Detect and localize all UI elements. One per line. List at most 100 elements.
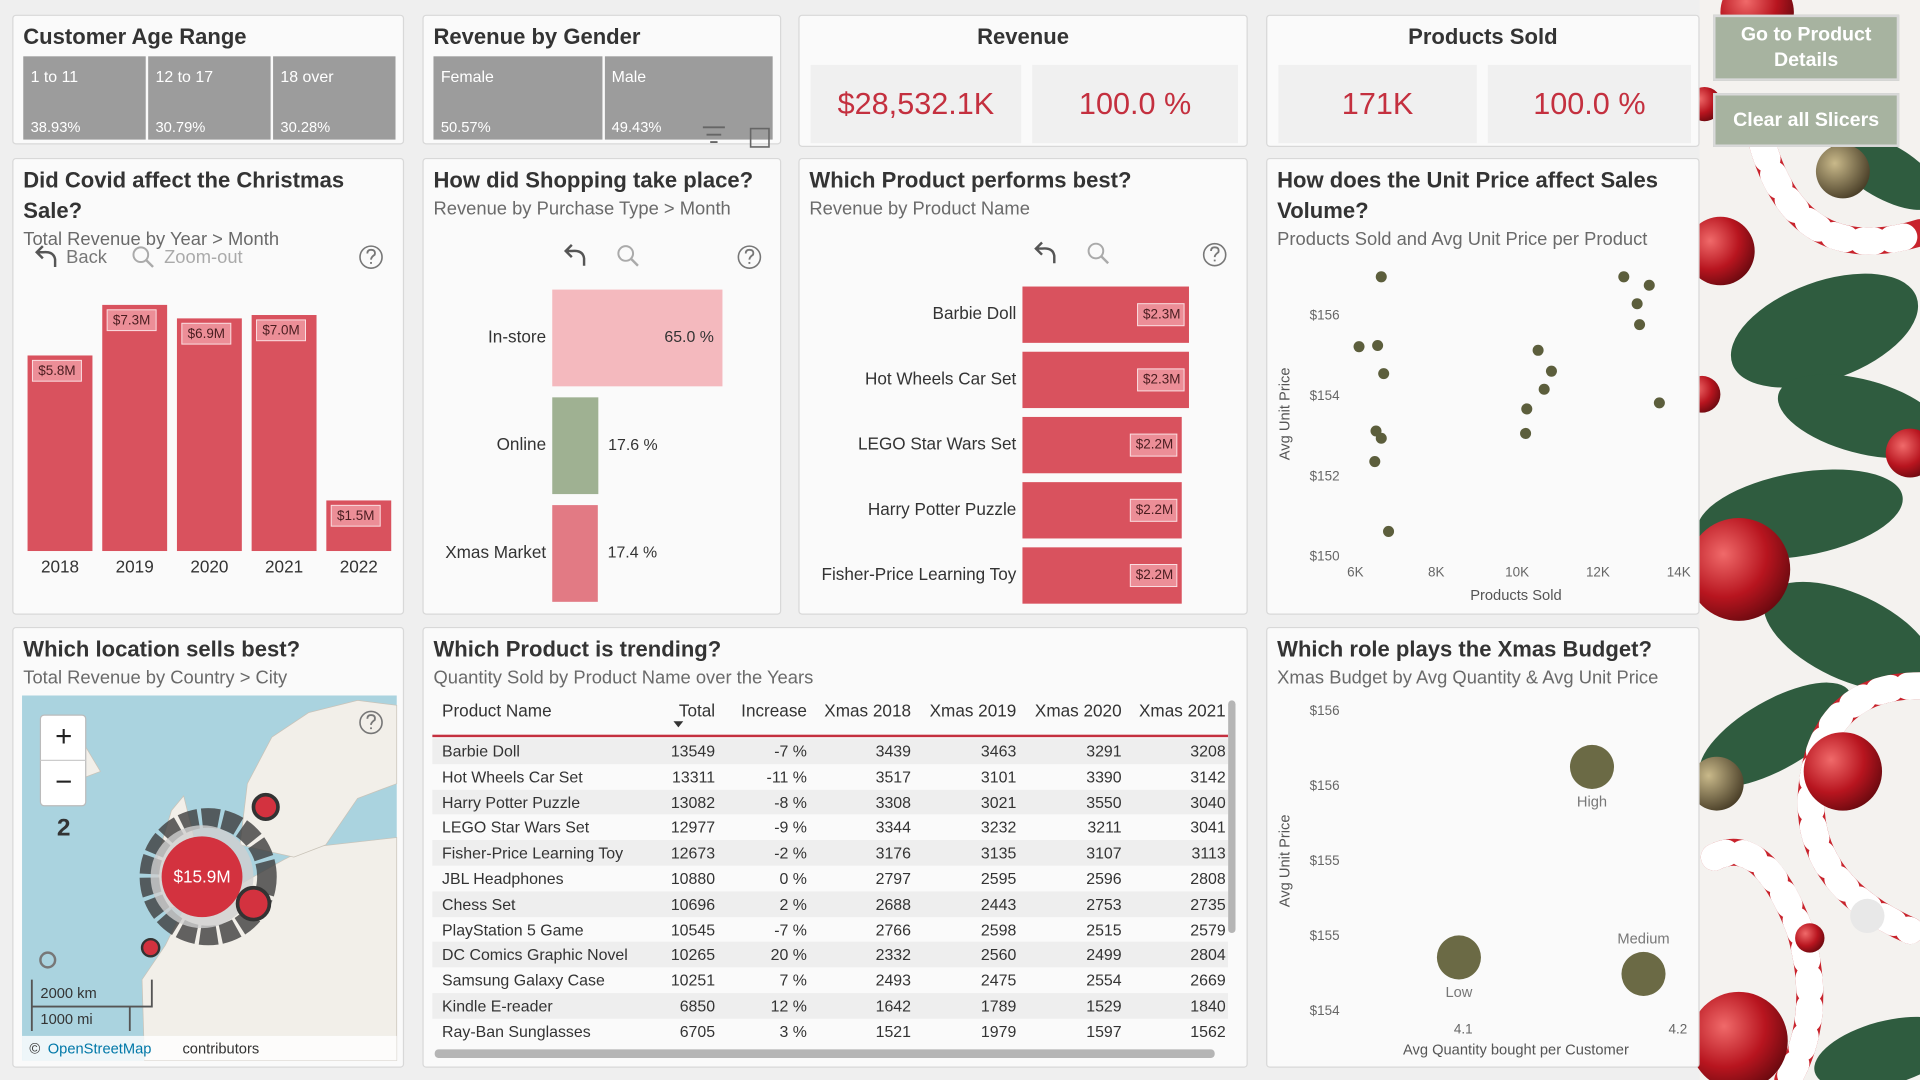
table-cell: 1529 <box>1086 996 1122 1016</box>
vertical-scrollbar[interactable] <box>1228 700 1236 934</box>
table-cell: 3517 <box>875 767 912 786</box>
table-cell: 3041 <box>1190 818 1226 837</box>
table-cell: 3135 <box>980 843 1017 863</box>
slicer-tiles: Female 50.57% Male 49.43% <box>433 56 773 140</box>
ornament <box>1885 428 1920 478</box>
kpi-card: Revenue $28,532.1K 100.0 % <box>798 14 1248 147</box>
table-cell: 3463 <box>980 742 1017 761</box>
table-cell: 2 % <box>779 894 807 914</box>
card-subtitle: Total Revenue by Year > Month <box>23 228 280 250</box>
ornament <box>1687 517 1791 621</box>
fir <box>1763 581 1920 692</box>
table-cell: 3021 <box>980 792 1017 812</box>
table-cell: 3107 <box>1086 843 1122 863</box>
slicer-card: Customer Age Range 1 to 11 38.93% 12 to 17 3… <box>12 14 405 145</box>
ornament <box>1795 923 1825 953</box>
kpi-share: 100.0 % <box>1487 64 1692 144</box>
slicer-label: 1 to 11 <box>30 67 79 86</box>
card-subtitle: Total Revenue by Country > City <box>23 667 288 689</box>
column-header: Product Name <box>442 700 552 721</box>
table-cell: 3439 <box>875 742 912 761</box>
table-cell: 3291 <box>1086 742 1122 761</box>
table-cell: 3232 <box>980 818 1017 837</box>
slicer-tile[interactable]: Male 49.43% <box>604 56 773 140</box>
table-cell: 3344 <box>875 818 912 837</box>
slicer-label: Male <box>611 67 647 86</box>
card-title: Which role plays the Xmas Budget? <box>1277 636 1652 662</box>
table-cell: 3142 <box>1190 767 1226 786</box>
table-cell: 2499 <box>1086 945 1122 965</box>
table-cell: 0 % <box>779 869 807 888</box>
table-cell: 2332 <box>875 945 912 965</box>
table-cell: 1840 <box>1190 996 1226 1016</box>
table-cell: 7 % <box>779 971 807 990</box>
table-cell: JBL Headphones <box>442 869 564 888</box>
table-cell: 2554 <box>1086 971 1122 990</box>
table-cell: Samsung Galaxy Case <box>442 971 605 990</box>
table-cell: 2808 <box>1190 869 1226 888</box>
card-subtitle: Revenue by Purchase Type > Month <box>433 198 731 220</box>
table-cell: 2595 <box>980 869 1017 888</box>
card-title: Revenue <box>977 24 1069 49</box>
table-cell: 2669 <box>1190 971 1226 990</box>
column-header: Xmas 2018 <box>824 700 912 721</box>
card-title: Revenue by Gender <box>433 24 641 49</box>
card-title: Did Covid affect the Christmas Sale? <box>23 167 345 223</box>
header-underline <box>432 734 1229 738</box>
table-cell: 3 % <box>779 1022 807 1041</box>
slicer-tile[interactable]: 1 to 11 38.93% <box>23 56 146 140</box>
slicer-share: 50.57% <box>440 118 491 136</box>
card-title: Products Sold <box>1408 24 1558 49</box>
kpi-value: 171K <box>1278 64 1477 144</box>
sort-indicator <box>673 721 684 728</box>
card-subtitle: Revenue by Product Name <box>809 198 1030 220</box>
table-cell: 10545 <box>670 920 716 939</box>
row-stripe <box>432 789 1229 815</box>
horizontal-scrollbar[interactable] <box>434 1049 1215 1058</box>
column-header: Xmas 2020 <box>1034 700 1122 721</box>
kpi-share: 100.0 % <box>1032 64 1238 144</box>
table-cell: DC Comics Graphic Novel <box>442 945 628 965</box>
ornament <box>1686 216 1755 286</box>
table-cell: PlayStation 5 Game <box>442 920 584 939</box>
slicer-label: Female <box>440 67 494 86</box>
table-cell: 1562 <box>1190 1022 1226 1041</box>
table-cell: 6705 <box>679 1022 716 1041</box>
ornament <box>1803 732 1883 811</box>
table-cell: 2475 <box>980 971 1017 990</box>
table-cell: 12977 <box>670 818 716 837</box>
slicer-label: 12 to 17 <box>155 67 214 86</box>
fir <box>1730 273 1919 388</box>
kpi-value: $28,532.1K <box>810 64 1022 144</box>
table-cell: -7 % <box>774 920 807 939</box>
row-stripe <box>432 891 1229 917</box>
slicer-tile[interactable]: 18 over 30.28% <box>273 56 396 140</box>
table-cell: 1642 <box>875 996 912 1016</box>
table-cell: 3550 <box>1086 792 1122 812</box>
card-title: How did Shopping take place? <box>433 167 754 193</box>
chart-card: Did Covid affect the Christmas Sale? Tota… <box>12 157 405 615</box>
chart-card: Which Product performs best? Revenue by P… <box>798 157 1248 615</box>
row-stripe <box>432 738 1229 764</box>
table-cell: 12 % <box>770 996 807 1016</box>
bell <box>1815 144 1870 199</box>
action-button[interactable]: Clear all Slicers <box>1713 93 1900 147</box>
table-cell: 3176 <box>875 843 912 863</box>
ornament <box>1689 991 1788 1080</box>
chart-card: Which role plays the Xmas Budget? Xmas Bu… <box>1266 626 1700 1068</box>
column-header: Total <box>678 700 716 721</box>
table-cell: -9 % <box>774 818 807 837</box>
chart-card: How did Shopping take place? Revenue by P… <box>422 157 782 615</box>
table-cell: 20 % <box>770 945 807 965</box>
table-cell: 2753 <box>1086 894 1122 914</box>
slicer-tile[interactable]: Female 50.57% <box>433 56 602 140</box>
slicer-tile[interactable]: 12 to 17 30.79% <box>148 56 271 140</box>
card-subtitle: Xmas Budget by Avg Quantity & Avg Unit P… <box>1277 667 1659 689</box>
card-title: Which Product performs best? <box>809 167 1132 193</box>
slicer-share: 30.79% <box>155 118 206 136</box>
table-cell: Kindle E-reader <box>442 996 553 1016</box>
card-subtitle: Quantity Sold by Product Name over the Y… <box>433 667 814 689</box>
action-button[interactable]: Go to Product Details <box>1713 14 1900 81</box>
table-cell: Chess Set <box>442 894 516 914</box>
